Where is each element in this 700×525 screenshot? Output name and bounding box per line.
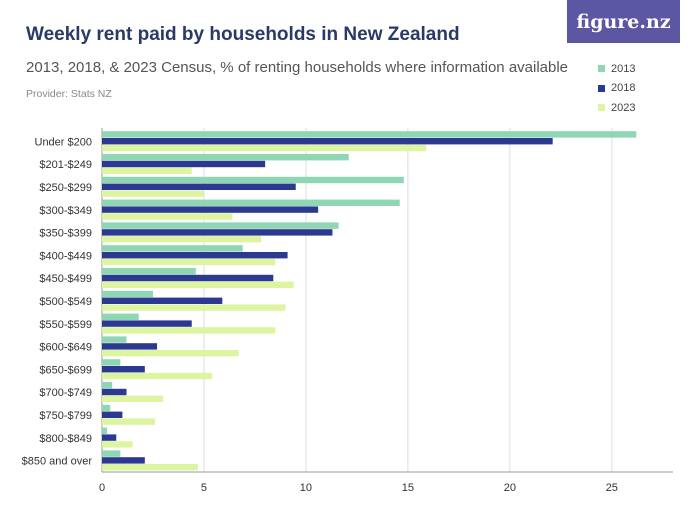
bar-2023-14[interactable] [102, 464, 198, 471]
legend-swatch-2018 [598, 84, 605, 92]
x-axis-tick-labels: 0 5 10 15 20 25 [99, 482, 618, 494]
category-label-7: $500-$549 [39, 296, 92, 308]
bar-2013-3[interactable] [102, 199, 400, 206]
bar-2023-11[interactable] [102, 395, 164, 402]
bar-2023-5[interactable] [102, 258, 276, 266]
bar-2013-5[interactable] [102, 245, 243, 252]
bar-2018-0[interactable] [102, 138, 553, 145]
category-label-9: $600-$649 [39, 342, 92, 354]
bar-2013-7[interactable] [102, 290, 153, 298]
bar-2018-13[interactable] [102, 434, 117, 441]
legend-swatch-2013 [598, 65, 605, 73]
bars [102, 131, 637, 471]
bar-2018-5[interactable] [102, 252, 288, 259]
bar-2013-11[interactable] [102, 382, 113, 389]
category-label-8: $550-$599 [39, 319, 92, 331]
bar-2013-1[interactable] [102, 154, 349, 161]
legend-label-2023: 2023 [611, 101, 636, 114]
bar-2018-4[interactable] [102, 229, 333, 236]
bar-2018-3[interactable] [102, 206, 319, 213]
category-label-1: $201-$249 [39, 159, 92, 171]
bar-2013-4[interactable] [102, 222, 339, 229]
category-label-5: $400-$449 [39, 250, 92, 262]
x-tick-label-5: 5 [201, 482, 207, 494]
bar-2023-2[interactable] [102, 190, 204, 197]
legend-label-2018: 2018 [611, 82, 636, 95]
bar-2013-13[interactable] [102, 427, 108, 434]
legend-item-2013: 2013 [598, 59, 635, 79]
x-tick-label-20: 20 [504, 482, 516, 494]
provider-note: Provider: Stats NZ [26, 88, 112, 100]
figure-nz-logo[interactable]: figure.nz [567, 0, 680, 43]
bar-2013-12[interactable] [102, 404, 111, 412]
category-label-12: $750-$799 [39, 410, 92, 422]
bar-2013-0[interactable] [102, 131, 637, 138]
bar-2018-11[interactable] [102, 388, 127, 396]
bar-2013-8[interactable] [102, 313, 139, 320]
bar-2023-12[interactable] [102, 418, 156, 425]
bar-2018-6[interactable] [102, 274, 274, 282]
bar-2023-13[interactable] [102, 441, 133, 448]
x-tick-label-0: 0 [99, 482, 105, 494]
bar-2018-12[interactable] [102, 411, 123, 418]
bar-2013-2[interactable] [102, 176, 404, 184]
bar-2023-9[interactable] [102, 350, 239, 357]
bar-2023-7[interactable] [102, 304, 286, 311]
category-label-0: Under $200 [35, 136, 93, 148]
bar-2018-9[interactable] [102, 343, 158, 350]
bar-2023-6[interactable] [102, 281, 294, 288]
bar-2018-10[interactable] [102, 366, 145, 373]
category-labels: Under $200 $201-$249 $250-$299 $300-$349 $35… [22, 136, 93, 467]
category-label-6: $450-$499 [39, 273, 92, 285]
chart-subtitle: 2013, 2018, & 2023 Census, % of renting … [26, 59, 569, 76]
x-tick-label-25: 25 [606, 482, 618, 494]
bar-2023-0[interactable] [102, 144, 427, 152]
chart-title: Weekly rent paid by households in New Ze… [26, 24, 460, 45]
bar-2023-3[interactable] [102, 213, 233, 220]
bar-2023-10[interactable] [102, 372, 213, 380]
bar-2013-6[interactable] [102, 268, 196, 275]
bar-2013-9[interactable] [102, 336, 127, 343]
category-label-10: $650-$699 [39, 364, 92, 376]
category-label-13: $800-$849 [39, 433, 92, 445]
bar-2018-7[interactable] [102, 297, 223, 304]
bar-2023-8[interactable] [102, 327, 276, 334]
legend-item-2018: 2018 [598, 79, 635, 99]
category-label-4: $350-$399 [39, 228, 92, 240]
bar-2013-14[interactable] [102, 450, 121, 457]
x-tick-label-10: 10 [300, 482, 312, 494]
bar-2013-10[interactable] [102, 359, 121, 366]
legend: 2013 2018 2023 [598, 59, 635, 118]
bar-2018-1[interactable] [102, 160, 266, 168]
bar-2018-2[interactable] [102, 183, 296, 190]
legend-item-2023: 2023 [598, 98, 635, 118]
bar-2018-8[interactable] [102, 320, 192, 327]
x-tick-label-15: 15 [402, 482, 414, 494]
bar-2018-14[interactable] [102, 457, 145, 464]
legend-swatch-2023 [598, 104, 605, 112]
legend-label-2013: 2013 [611, 62, 636, 75]
bar-2023-4[interactable] [102, 236, 262, 243]
bar-2023-1[interactable] [102, 167, 192, 174]
category-label-2: $250-$299 [39, 182, 92, 194]
category-label-14: $850 and over [22, 456, 93, 468]
category-label-3: $300-$349 [39, 205, 92, 217]
category-label-11: $700-$749 [39, 387, 92, 399]
